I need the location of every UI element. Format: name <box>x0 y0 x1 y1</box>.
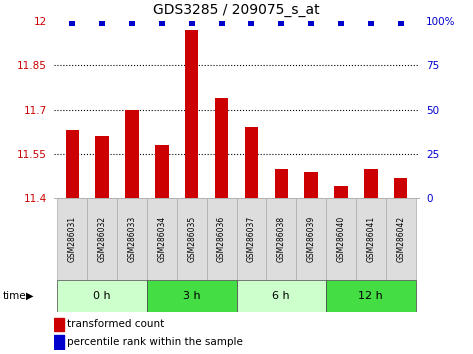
Bar <box>274 169 288 198</box>
Bar <box>57 280 147 312</box>
Point <box>278 20 285 26</box>
Bar <box>125 110 139 198</box>
Text: GSM286033: GSM286033 <box>128 216 137 262</box>
Point <box>128 20 136 26</box>
Text: 0 h: 0 h <box>93 291 111 301</box>
Bar <box>147 198 177 280</box>
Bar <box>236 198 266 280</box>
Bar <box>394 178 407 198</box>
Bar <box>66 130 79 198</box>
Text: GSM286042: GSM286042 <box>396 216 405 262</box>
Bar <box>155 145 168 198</box>
Text: GSM286037: GSM286037 <box>247 216 256 262</box>
Point <box>397 20 404 26</box>
Bar <box>87 198 117 280</box>
Bar <box>266 198 296 280</box>
Text: 3 h: 3 h <box>183 291 201 301</box>
Bar <box>326 280 416 312</box>
Text: time: time <box>2 291 26 301</box>
Text: ▶: ▶ <box>26 291 34 301</box>
Point <box>98 20 106 26</box>
Text: GSM286032: GSM286032 <box>97 216 106 262</box>
Bar <box>177 198 207 280</box>
Bar <box>236 280 326 312</box>
Bar <box>245 127 258 198</box>
Text: GSM286038: GSM286038 <box>277 216 286 262</box>
Point <box>158 20 166 26</box>
Text: GSM286040: GSM286040 <box>336 216 345 262</box>
Bar <box>54 318 63 331</box>
Point <box>337 20 345 26</box>
Point <box>188 20 195 26</box>
Point <box>307 20 315 26</box>
Text: GSM286035: GSM286035 <box>187 216 196 262</box>
Text: transformed count: transformed count <box>67 319 165 329</box>
Bar <box>207 198 236 280</box>
Bar <box>185 30 199 198</box>
Text: GSM286039: GSM286039 <box>307 216 315 262</box>
Text: GSM286034: GSM286034 <box>158 216 166 262</box>
Text: GSM286036: GSM286036 <box>217 216 226 262</box>
Bar <box>96 136 109 198</box>
Bar <box>364 169 377 198</box>
Bar <box>117 198 147 280</box>
Bar <box>215 98 228 198</box>
Bar <box>147 280 236 312</box>
Text: GSM286031: GSM286031 <box>68 216 77 262</box>
Bar <box>305 172 318 198</box>
Bar <box>326 198 356 280</box>
Text: percentile rank within the sample: percentile rank within the sample <box>67 337 243 347</box>
Point <box>69 20 76 26</box>
Bar <box>356 198 386 280</box>
Bar <box>386 198 416 280</box>
Text: 6 h: 6 h <box>272 291 290 301</box>
Text: GSM286041: GSM286041 <box>367 216 376 262</box>
Point <box>218 20 225 26</box>
Bar <box>57 198 87 280</box>
Bar <box>54 335 63 349</box>
Title: GDS3285 / 209075_s_at: GDS3285 / 209075_s_at <box>153 4 320 17</box>
Point <box>248 20 255 26</box>
Text: 12 h: 12 h <box>359 291 383 301</box>
Bar <box>334 187 348 198</box>
Bar <box>296 198 326 280</box>
Point <box>367 20 375 26</box>
